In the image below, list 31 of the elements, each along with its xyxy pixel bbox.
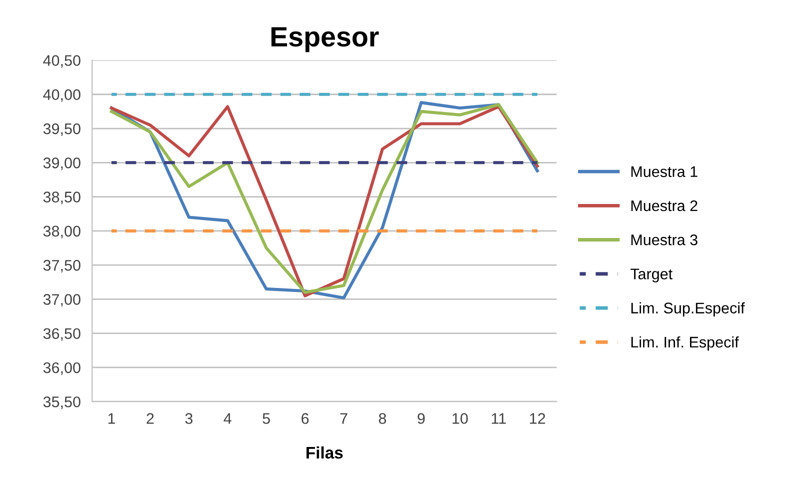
legend-label: Lim. Sup.Especif xyxy=(631,302,745,317)
x-tick-label: 3 xyxy=(185,413,192,424)
y-tick-label: 37,50 xyxy=(43,260,80,273)
x-tick-label: 9 xyxy=(418,413,425,424)
legend-label: Muestra 3 xyxy=(631,234,698,246)
legend-label: Target xyxy=(630,268,672,282)
y-tick-label: 36,00 xyxy=(43,362,80,375)
y-tick-label: 38,50 xyxy=(43,192,80,204)
y-tick-label: 36,50 xyxy=(43,328,80,341)
x-tick-label: 7 xyxy=(340,413,348,424)
legend-label: Muestra 1 xyxy=(631,166,698,178)
y-tick-label: 35,50 xyxy=(43,396,80,410)
y-tick-label: 40,00 xyxy=(43,89,80,102)
x-tick-label: 6 xyxy=(302,413,309,424)
x-tick-label: 8 xyxy=(378,413,386,424)
legend-label: Lim. Inf. Especif xyxy=(631,336,739,351)
x-tick-label: 10 xyxy=(452,413,468,424)
y-tick-label: 40,50 xyxy=(43,55,80,68)
y-tick-label: 39,50 xyxy=(43,123,80,136)
legend-label: Muestra 2 xyxy=(631,200,698,212)
y-tick-label: 39,00 xyxy=(43,158,80,170)
x-tick-label: 12 xyxy=(530,413,546,424)
x-tick-label: 2 xyxy=(146,413,154,424)
y-tick-label: 37,00 xyxy=(43,294,80,307)
y-tick-label: 38,00 xyxy=(43,226,80,238)
x-tick-label: 1 xyxy=(108,413,115,424)
x-tick-label: 11 xyxy=(492,413,506,424)
x-tick-label: 5 xyxy=(262,413,270,424)
x-axis-title: Filas xyxy=(306,446,343,459)
x-tick-label: 4 xyxy=(224,413,232,424)
chart-title: Espesor xyxy=(271,27,379,52)
